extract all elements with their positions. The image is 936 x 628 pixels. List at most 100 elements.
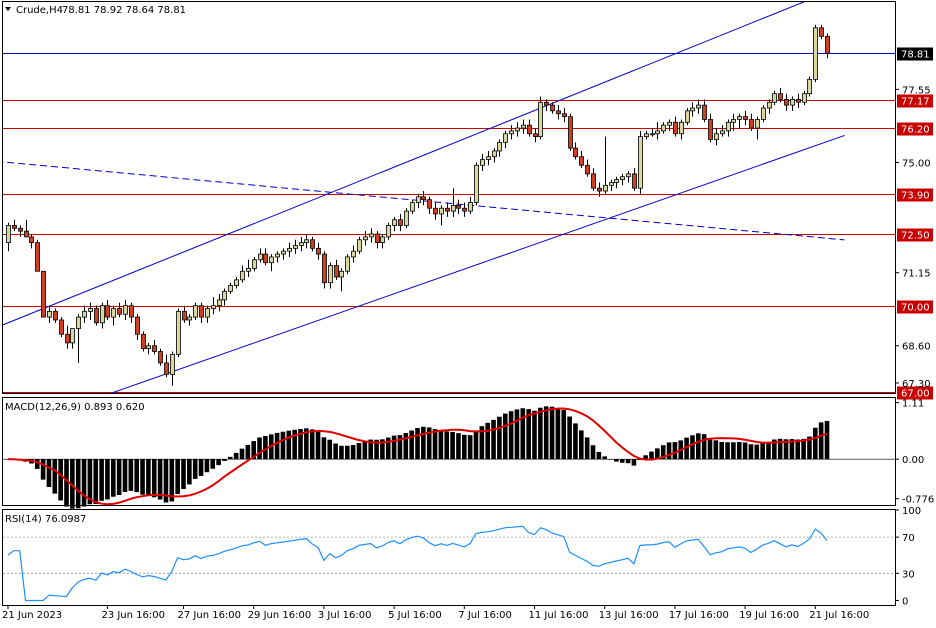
macd-histogram-bar — [321, 437, 327, 460]
bull-candle — [638, 136, 643, 189]
bear-candle — [164, 362, 169, 375]
bear-candle — [24, 230, 29, 238]
macd-histogram-bar — [456, 433, 461, 460]
macd-histogram-bar — [444, 431, 450, 460]
level-price-tag — [897, 300, 933, 314]
macd-histogram-bar — [649, 451, 654, 460]
macd-histogram-bar — [666, 442, 672, 460]
bear-candle — [708, 119, 713, 140]
macd-histogram-bar — [772, 439, 777, 460]
bear-candle — [53, 310, 58, 321]
macd-histogram-bar — [286, 430, 292, 460]
bear-candle — [550, 104, 555, 112]
bull-candle — [386, 225, 391, 238]
macd-histogram-bar — [473, 430, 479, 460]
bear-candle — [152, 345, 157, 352]
macd-histogram-bar — [327, 439, 333, 460]
macd-histogram-bar — [409, 430, 414, 460]
bull-candle — [111, 308, 116, 318]
bull-candle — [609, 182, 614, 186]
level-price-label: 73.90 — [901, 191, 930, 202]
level-price-tag — [897, 94, 933, 108]
symbol-menu-triangle-icon[interactable] — [5, 7, 11, 11]
macd-histogram-bar — [187, 459, 192, 485]
macd-histogram-bar — [292, 429, 297, 460]
macd-histogram-bar — [228, 456, 233, 460]
symbol-label: Crude,H4 — [16, 5, 63, 16]
bull-candle — [187, 316, 192, 321]
x-tick-label: 5 Jul 16:00 — [388, 610, 442, 621]
macd-histogram-bar — [204, 459, 210, 473]
x-tick-label: 21 Jul 16:00 — [809, 610, 869, 621]
bear-candle — [322, 253, 327, 284]
rsi-layer — [3, 525, 895, 602]
bull-candle — [299, 242, 304, 246]
bear-candle — [819, 27, 824, 37]
bear-candle — [591, 173, 596, 189]
macd-histogram-bar — [555, 407, 561, 460]
macd-histogram-bar — [391, 435, 397, 460]
bear-candle — [12, 225, 17, 229]
bull-candle — [217, 299, 222, 307]
bear-candle — [585, 164, 590, 175]
bull-candle — [790, 98, 795, 106]
bear-candle — [158, 351, 163, 364]
macd-histogram-bar — [40, 459, 46, 480]
bull-candle — [731, 119, 736, 123]
macd-histogram-bar — [81, 459, 87, 507]
macd-histogram-bar — [643, 455, 648, 460]
macd-histogram-bar — [380, 439, 385, 460]
bear-candle — [597, 187, 602, 192]
bear-candle — [199, 305, 204, 318]
x-axis-layer: 21 Jun 2023 23 Jun 16:00 27 Jun 16:00 29 Ju… — [2, 605, 869, 621]
macd-histogram-bar — [362, 441, 368, 460]
rsi-tick-label: 70 — [902, 533, 915, 544]
bull-candle — [614, 179, 619, 183]
macd-histogram-bar — [590, 445, 596, 460]
bull-candle — [726, 121, 731, 132]
macd-histogram-bar — [631, 459, 637, 466]
bull-candle — [211, 305, 216, 309]
bull-candle — [521, 124, 526, 129]
macd-histogram-bar — [93, 459, 99, 504]
x-tick-label: 19 Jul 16:00 — [739, 610, 799, 621]
rsi-label: RSI(14) 76.0987 — [5, 514, 86, 525]
bear-candle — [673, 121, 678, 135]
bear-candle — [29, 236, 34, 244]
macd-histogram-bar — [222, 459, 227, 461]
macd-histogram-bar — [707, 437, 713, 460]
levels-layer — [3, 53, 895, 393]
bear-candle — [456, 204, 461, 209]
bull-candle — [807, 78, 812, 95]
macd-histogram-bar — [70, 459, 75, 509]
bull-candle — [626, 173, 631, 178]
price-tick-label: 75.00 — [902, 158, 931, 169]
bull-candle — [351, 250, 356, 258]
bear-candle — [182, 310, 187, 321]
bear-candle — [375, 233, 380, 244]
bull-candle — [468, 202, 473, 212]
macd-histogram-bar — [801, 438, 806, 460]
macd-histogram-bar — [263, 436, 268, 460]
bull-candle — [252, 259, 257, 269]
x-tick-label: 23 Jun 16:00 — [101, 610, 165, 621]
bull-candle — [439, 207, 444, 215]
macd-histogram-bar — [64, 459, 69, 507]
bull-candle — [170, 353, 175, 375]
macd-histogram-bar — [731, 442, 736, 460]
bear-candle — [18, 227, 23, 232]
level-price-tag — [897, 386, 933, 400]
bull-candle — [667, 121, 672, 126]
bull-candle — [76, 316, 81, 329]
macd-histogram-bar — [52, 459, 58, 494]
candles-layer — [6, 24, 830, 386]
macd-histogram-bar — [116, 459, 122, 495]
bull-candle — [737, 116, 742, 120]
price-panel-frame — [2, 1, 896, 394]
bear-candle — [117, 308, 122, 315]
macd-histogram-bar — [397, 435, 403, 460]
macd-histogram-bar — [502, 413, 508, 460]
x-tick-label: 11 Jul 16:00 — [529, 610, 589, 621]
macd-histogram-bar — [333, 443, 338, 460]
